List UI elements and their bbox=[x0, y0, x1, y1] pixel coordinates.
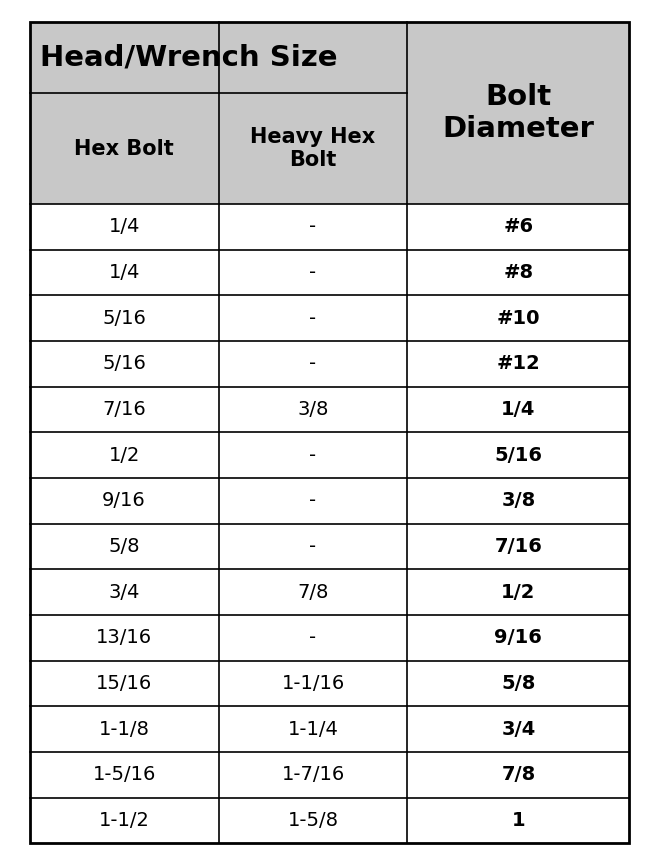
Bar bbox=[30, 250, 219, 295]
Text: 1: 1 bbox=[511, 811, 525, 830]
Text: 1-1/8: 1-1/8 bbox=[99, 720, 150, 739]
Text: -: - bbox=[310, 537, 316, 556]
Bar bbox=[30, 432, 219, 478]
Bar bbox=[219, 661, 407, 707]
Bar bbox=[219, 478, 407, 523]
Text: 7/16: 7/16 bbox=[102, 400, 146, 419]
Text: 5/16: 5/16 bbox=[102, 309, 146, 328]
Text: Heavy Hex
Bolt: Heavy Hex Bolt bbox=[250, 127, 376, 170]
Text: 9/16: 9/16 bbox=[102, 491, 146, 510]
Text: -: - bbox=[310, 628, 316, 647]
Text: #6: #6 bbox=[503, 217, 534, 236]
Text: -: - bbox=[310, 491, 316, 510]
Bar bbox=[407, 204, 629, 250]
Text: 3/4: 3/4 bbox=[109, 583, 140, 602]
Text: -: - bbox=[310, 309, 316, 328]
Text: 1-7/16: 1-7/16 bbox=[281, 766, 345, 785]
Text: #12: #12 bbox=[496, 355, 540, 374]
Bar bbox=[219, 93, 407, 204]
Bar bbox=[30, 615, 219, 661]
Bar bbox=[219, 250, 407, 295]
Bar bbox=[30, 295, 219, 341]
Text: Head/Wrench Size: Head/Wrench Size bbox=[40, 43, 337, 72]
Bar bbox=[407, 295, 629, 341]
Bar bbox=[407, 661, 629, 707]
Bar bbox=[407, 569, 629, 615]
Text: 1/2: 1/2 bbox=[501, 583, 536, 602]
Bar bbox=[407, 432, 629, 478]
Bar bbox=[219, 204, 407, 250]
Bar bbox=[219, 752, 407, 798]
Bar bbox=[407, 798, 629, 843]
Text: 5/8: 5/8 bbox=[108, 537, 140, 556]
Text: 7/8: 7/8 bbox=[297, 583, 329, 602]
Text: 3/8: 3/8 bbox=[297, 400, 329, 419]
Bar bbox=[407, 250, 629, 295]
Bar bbox=[30, 93, 219, 204]
Text: 3/4: 3/4 bbox=[501, 720, 536, 739]
Bar bbox=[219, 523, 407, 569]
Bar bbox=[30, 341, 219, 387]
Text: 1-1/16: 1-1/16 bbox=[281, 674, 345, 693]
Bar bbox=[407, 22, 629, 204]
Text: 1/4: 1/4 bbox=[501, 400, 536, 419]
Text: Hex Bolt: Hex Bolt bbox=[74, 138, 174, 158]
Bar bbox=[219, 387, 407, 432]
Bar bbox=[219, 707, 407, 752]
Text: -: - bbox=[310, 263, 316, 282]
Bar bbox=[30, 387, 219, 432]
Bar bbox=[219, 569, 407, 615]
Text: 15/16: 15/16 bbox=[96, 674, 152, 693]
Bar bbox=[30, 707, 219, 752]
Bar bbox=[407, 523, 629, 569]
Bar bbox=[30, 569, 219, 615]
Bar bbox=[30, 478, 219, 523]
Text: 1-1/2: 1-1/2 bbox=[99, 811, 150, 830]
Text: 1/2: 1/2 bbox=[109, 445, 140, 465]
Bar bbox=[219, 341, 407, 387]
Text: #8: #8 bbox=[503, 263, 534, 282]
Text: -: - bbox=[310, 217, 316, 236]
Text: -: - bbox=[310, 445, 316, 465]
Text: 5/16: 5/16 bbox=[494, 445, 542, 465]
Text: 7/8: 7/8 bbox=[501, 766, 536, 785]
Bar bbox=[219, 295, 407, 341]
Text: 7/16: 7/16 bbox=[494, 537, 542, 556]
Bar bbox=[219, 798, 407, 843]
Bar bbox=[30, 22, 407, 93]
Text: -: - bbox=[310, 355, 316, 374]
Bar bbox=[407, 478, 629, 523]
Bar bbox=[407, 387, 629, 432]
Text: 9/16: 9/16 bbox=[494, 628, 542, 647]
Bar bbox=[30, 523, 219, 569]
Text: 5/8: 5/8 bbox=[501, 674, 536, 693]
Bar bbox=[30, 752, 219, 798]
Text: 1-1/4: 1-1/4 bbox=[287, 720, 339, 739]
Bar bbox=[407, 707, 629, 752]
Text: #10: #10 bbox=[497, 309, 540, 328]
Text: 1/4: 1/4 bbox=[109, 217, 140, 236]
Text: 1-5/16: 1-5/16 bbox=[92, 766, 156, 785]
Text: 5/16: 5/16 bbox=[102, 355, 146, 374]
Text: 13/16: 13/16 bbox=[96, 628, 152, 647]
Bar bbox=[407, 752, 629, 798]
Bar bbox=[30, 204, 219, 250]
Text: 1-5/8: 1-5/8 bbox=[287, 811, 339, 830]
Bar bbox=[30, 798, 219, 843]
Bar bbox=[219, 615, 407, 661]
Bar bbox=[219, 432, 407, 478]
Bar bbox=[407, 341, 629, 387]
Bar bbox=[407, 615, 629, 661]
Text: Bolt
Diameter: Bolt Diameter bbox=[442, 83, 594, 143]
Bar bbox=[30, 661, 219, 707]
Text: 3/8: 3/8 bbox=[501, 491, 536, 510]
Text: 1/4: 1/4 bbox=[109, 263, 140, 282]
